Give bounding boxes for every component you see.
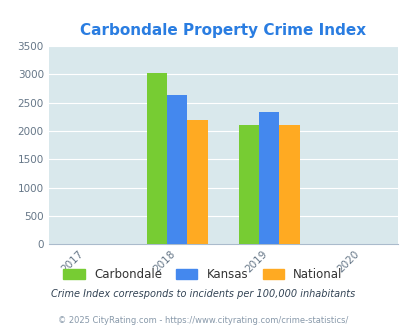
- Text: © 2025 CityRating.com - https://www.cityrating.com/crime-statistics/: © 2025 CityRating.com - https://www.city…: [58, 316, 347, 325]
- Text: Crime Index corresponds to incidents per 100,000 inhabitants: Crime Index corresponds to incidents per…: [51, 289, 354, 299]
- Bar: [279, 125, 299, 244]
- Legend: Carbondale, Kansas, National: Carbondale, Kansas, National: [58, 263, 347, 286]
- Bar: [258, 112, 279, 244]
- Bar: [147, 73, 167, 244]
- Title: Carbondale Property Crime Index: Carbondale Property Crime Index: [80, 23, 365, 38]
- Bar: [238, 125, 258, 244]
- Bar: [187, 120, 207, 244]
- Bar: [167, 95, 187, 244]
